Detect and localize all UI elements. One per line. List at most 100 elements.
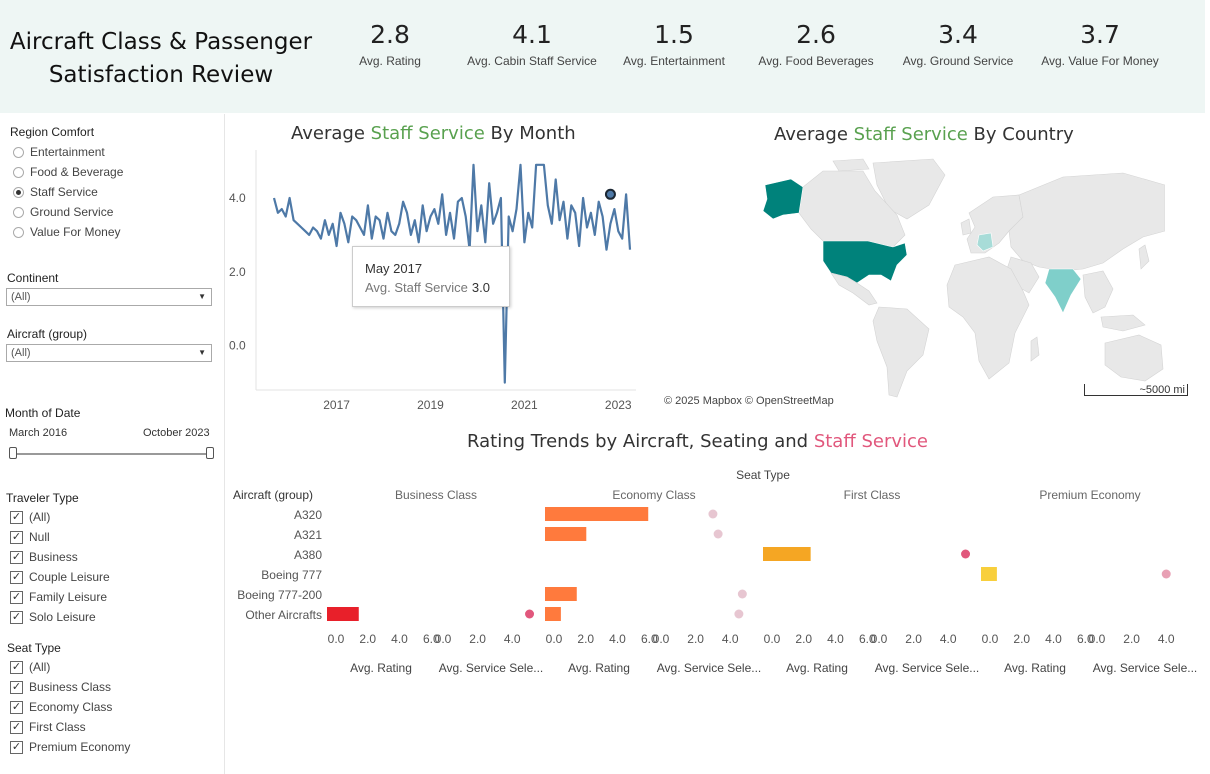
checkbox-label: (All) xyxy=(29,510,51,524)
row-label: Other Aircrafts xyxy=(245,608,322,622)
checkbox-icon: ✓ xyxy=(10,700,23,714)
service-dot xyxy=(961,549,971,559)
x-tick-label: 2.0 xyxy=(1123,632,1140,646)
radio-label: Food & Beverage xyxy=(30,165,124,179)
x-tick-label: 0.0 xyxy=(871,632,888,646)
trend-chart[interactable]: Seat Type Aircraft (group) A320 A321 A380 Boe… xyxy=(226,462,1210,684)
radio-value-for-money[interactable]: Value For Money xyxy=(13,223,121,241)
checkbox-traveler-null[interactable]: ✓ Null xyxy=(10,528,50,546)
measure-label: Avg. Service Sele... xyxy=(439,661,544,675)
world-map[interactable] xyxy=(693,157,1165,402)
aircraft-title: Aircraft (group) xyxy=(7,327,88,341)
kpi-label: Avg. Ground Service xyxy=(902,54,1014,68)
title-highlight: Staff Service xyxy=(370,123,485,144)
checkbox-traveler-family[interactable]: ✓ Family Leisure xyxy=(10,588,107,606)
checkbox-seat-business[interactable]: ✓ Business Class xyxy=(10,678,111,696)
map-land-madagascar xyxy=(1030,336,1040,362)
checkbox-icon: ✓ xyxy=(10,680,23,694)
kpi-label: Avg. Rating xyxy=(359,54,421,68)
rating-bar xyxy=(545,607,561,621)
kpi-value: 3.4 xyxy=(938,20,978,49)
month-end-label: October 2023 xyxy=(143,427,210,439)
checkbox-traveler-business[interactable]: ✓ Business xyxy=(10,548,78,566)
row-header: Aircraft (group) xyxy=(233,488,313,502)
checkbox-seat-premium[interactable]: ✓ Premium Economy xyxy=(10,738,130,756)
service-dot xyxy=(708,509,718,519)
continent-title: Continent xyxy=(7,271,59,285)
title-prefix: Average xyxy=(774,124,854,145)
checkbox-label: Business Class xyxy=(29,680,112,694)
month-slider-track[interactable] xyxy=(12,453,210,455)
traveler-type-title: Traveler Type xyxy=(6,491,79,505)
x-tick-label: 4.0 xyxy=(827,632,844,646)
checkbox-icon: ✓ xyxy=(10,740,23,754)
map-country-india[interactable] xyxy=(1044,268,1082,314)
map-credit[interactable]: © 2025 Mapbox © OpenStreetMap xyxy=(664,395,834,407)
x-tick-label: 2.0 xyxy=(577,632,594,646)
x-tick-label: 2.0 xyxy=(469,632,486,646)
measure-label: Avg. Rating xyxy=(568,661,630,675)
month-title: Month of Date xyxy=(5,406,81,420)
panel-header: Premium Economy xyxy=(1039,488,1140,502)
radio-icon xyxy=(13,206,24,218)
x-tick-label: 0.0 xyxy=(328,632,345,646)
measure-label: Avg. Rating xyxy=(786,661,848,675)
checkbox-label: First Class xyxy=(29,720,86,734)
x-tick-label: 6.0 xyxy=(1077,632,1094,646)
region-comfort-title: Region Comfort xyxy=(10,125,95,139)
title-highlight: Staff Service xyxy=(853,124,968,145)
x-tick-label: 6.0 xyxy=(423,632,440,646)
x-tick-label: 4.0 xyxy=(1158,632,1175,646)
kpi-avg-rating: 2.8 Avg. Rating xyxy=(319,20,461,68)
checkbox-icon: ✓ xyxy=(10,720,23,734)
map-country-alaska[interactable] xyxy=(762,178,804,220)
radio-label: Ground Service xyxy=(30,205,114,219)
radio-entertainment[interactable]: Entertainment xyxy=(13,143,105,161)
service-dot xyxy=(734,609,744,619)
rating-bar xyxy=(545,587,577,601)
service-dot xyxy=(525,609,535,619)
rating-bar xyxy=(327,607,359,621)
month-slider-end-handle[interactable] xyxy=(206,447,214,459)
panel-header: First Class xyxy=(844,488,901,502)
checkbox-seat-first[interactable]: ✓ First Class xyxy=(10,718,86,736)
row-label: Boeing 777 xyxy=(261,568,322,582)
line-chart[interactable]: 0.0 2.0 4.0 2017 2019 2021 2023 xyxy=(226,150,656,420)
measure-label: Avg. Service Sele... xyxy=(657,661,762,675)
radio-ground-service[interactable]: Ground Service xyxy=(13,203,113,221)
radio-food-beverage[interactable]: Food & Beverage xyxy=(13,163,123,181)
dashboard-title: Aircraft Class & Passenger Satisfaction … xyxy=(9,29,313,88)
seat-type-header: Seat Type xyxy=(736,468,790,482)
service-dot xyxy=(737,589,747,599)
checkbox-traveler-couple[interactable]: ✓ Couple Leisure xyxy=(10,568,110,586)
x-tick-label: 4.0 xyxy=(1045,632,1062,646)
checkbox-traveler-solo[interactable]: ✓ Solo Leisure xyxy=(10,608,96,626)
map-country-germany[interactable] xyxy=(976,232,994,252)
checkbox-label: Business xyxy=(29,550,78,564)
kpi-cabin-staff: 4.1 Avg. Cabin Staff Service xyxy=(461,20,603,68)
x-tick-label: 0.0 xyxy=(982,632,999,646)
kpi-label: Avg. Value For Money xyxy=(1041,54,1159,68)
map-land-asia xyxy=(1008,172,1165,272)
title-suffix: By Month xyxy=(484,123,576,144)
aircraft-select[interactable]: (All) ▼ xyxy=(6,344,212,362)
checkbox-seat-all[interactable]: ✓ (All) xyxy=(10,658,50,676)
x-tick-label: 4.0 xyxy=(391,632,408,646)
map-land-southeast-asia xyxy=(1082,270,1114,314)
checkbox-traveler-all[interactable]: ✓ (All) xyxy=(10,508,50,526)
checkbox-seat-economy[interactable]: ✓ Economy Class xyxy=(10,698,112,716)
checkbox-label: Economy Class xyxy=(29,700,113,714)
aircraft-value: (All) xyxy=(11,347,31,359)
map-land-africa xyxy=(946,256,1030,380)
checkbox-label: Solo Leisure xyxy=(29,610,96,624)
measure-label: Avg. Service Sele... xyxy=(1093,661,1198,675)
kpi-value: 2.6 xyxy=(796,20,836,49)
x-tick-label: 2.0 xyxy=(359,632,376,646)
radio-staff-service[interactable]: Staff Service xyxy=(13,183,98,201)
checkbox-icon: ✓ xyxy=(10,530,23,544)
measure-label: Avg. Rating xyxy=(350,661,412,675)
continent-select[interactable]: (All) ▼ xyxy=(6,288,212,306)
kpi-label: Avg. Cabin Staff Service xyxy=(467,54,597,68)
month-slider-start-handle[interactable] xyxy=(9,447,17,459)
seat-type-title: Seat Type xyxy=(7,641,61,655)
